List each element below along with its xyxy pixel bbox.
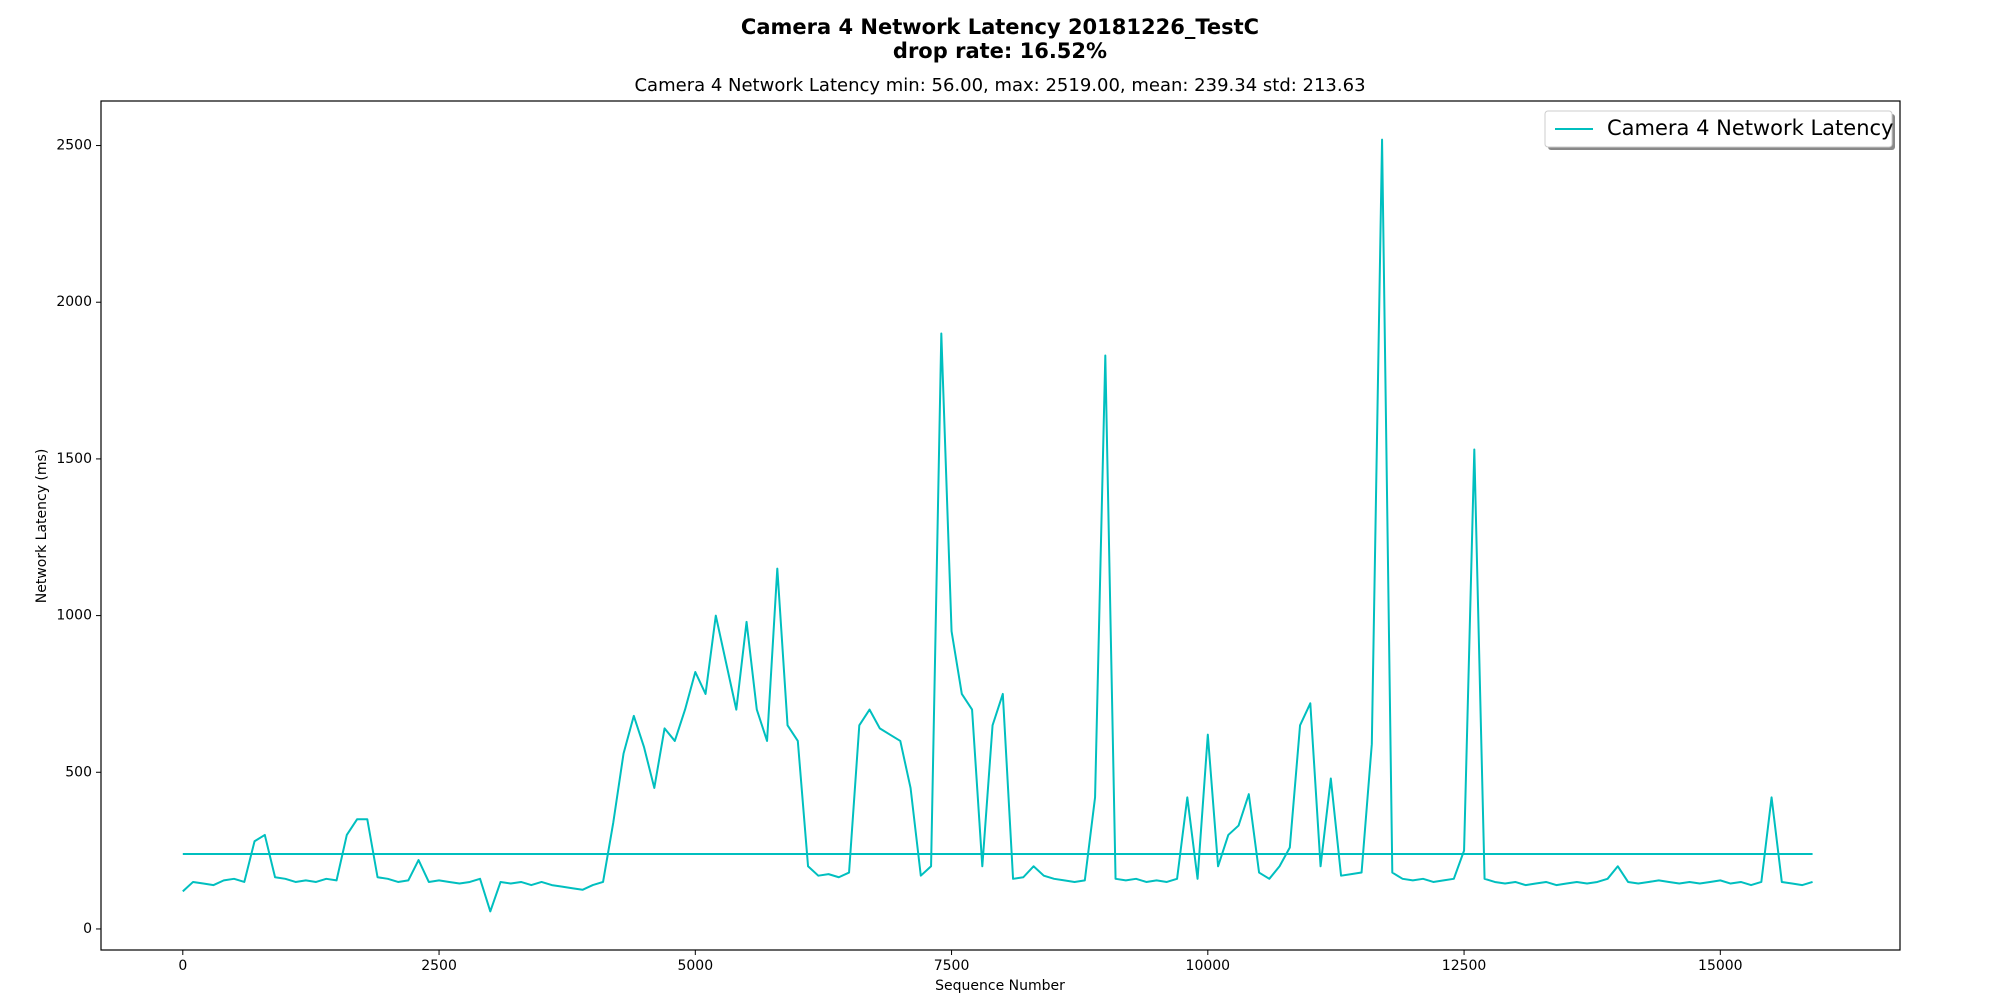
y-tick-label: 1500	[56, 451, 92, 467]
chart-subtitle: drop rate: 16.52%	[893, 39, 1107, 63]
series-line	[182, 138, 1813, 913]
y-tick-label: 500	[65, 764, 92, 780]
x-tick-label: 0	[178, 958, 187, 974]
y-tick-label: 0	[83, 921, 92, 937]
x-tick-label: 2500	[421, 958, 457, 974]
legend-box	[1544, 110, 1893, 148]
legend-label: Camera 4 Network Latency	[1607, 116, 1893, 140]
y-axis-label: Network Latency (ms)	[34, 449, 50, 604]
x-tick-label: 15000	[1698, 958, 1743, 974]
axes-title: Camera 4 Network Latency min: 56.00, max…	[634, 75, 1365, 96]
x-tick-label: 5000	[677, 958, 713, 974]
y-tick-label: 2500	[56, 138, 92, 154]
y-tick-label: 1000	[56, 608, 92, 624]
chart-title: Camera 4 Network Latency 20181226_TestC	[741, 15, 1259, 39]
plot-frame	[100, 100, 1901, 951]
x-tick-label: 7500	[934, 958, 970, 974]
x-axis-label: Sequence Number	[935, 978, 1065, 994]
x-tick-label: 10000	[1186, 958, 1231, 974]
y-tick-label: 2000	[56, 294, 92, 310]
x-tick-label: 12500	[1442, 958, 1487, 974]
